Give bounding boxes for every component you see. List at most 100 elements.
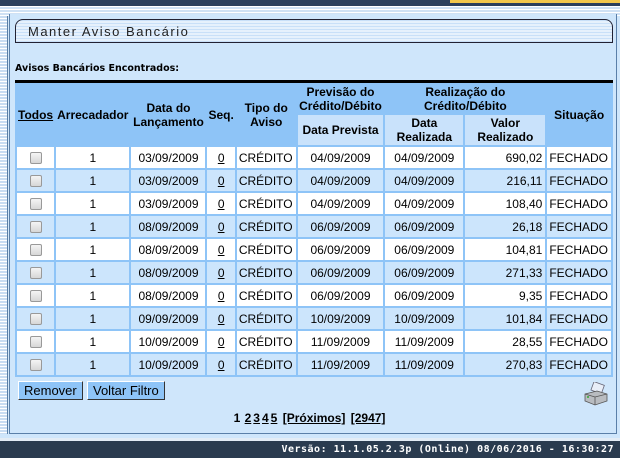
select-cell[interactable]	[17, 239, 55, 260]
seq-cell[interactable]: 0	[207, 354, 235, 375]
arrecadador-cell: 1	[56, 262, 130, 283]
seq-link[interactable]: 0	[217, 357, 225, 372]
row-checkbox[interactable]	[29, 175, 42, 188]
select-cell[interactable]	[17, 285, 55, 306]
row-checkbox[interactable]	[29, 313, 42, 326]
version-text: Versão: 11.1.05.2.3p (Online) 08/06/2016…	[281, 444, 614, 455]
page-link[interactable]: 5	[270, 411, 278, 425]
data-realizada-cell: 06/09/2009	[385, 285, 464, 306]
data-prevista-cell: 11/09/2009	[297, 354, 384, 375]
seq-cell[interactable]: 0	[207, 331, 235, 352]
row-checkbox[interactable]	[29, 336, 42, 349]
situacao-cell: FECHADO	[547, 354, 611, 375]
tipo-cell: CRÉDITO	[236, 239, 296, 260]
data-lancamento-cell: 10/09/2009	[131, 331, 206, 352]
situacao-cell: FECHADO	[547, 239, 611, 260]
data-lancamento-cell: 03/09/2009	[131, 193, 206, 214]
seq-link[interactable]: 0	[217, 311, 225, 326]
valor-cell: 101,84	[465, 308, 546, 329]
arrecadador-cell: 1	[56, 147, 130, 168]
seq-cell[interactable]: 0	[207, 262, 235, 283]
data-realizada-cell: 11/09/2009	[385, 331, 464, 352]
page-link[interactable]: 2	[244, 411, 252, 425]
table-row: 1 08/09/2009 0 CRÉDITO 06/09/2009 06/09/2009 2…	[17, 262, 611, 283]
tipo-cell: CRÉDITO	[236, 193, 296, 214]
seq-cell[interactable]: 0	[207, 170, 235, 191]
row-checkbox[interactable]	[29, 152, 42, 165]
seq-link[interactable]: 0	[217, 173, 225, 188]
table-row: 1 10/09/2009 0 CRÉDITO 11/09/2009 11/09/2009 2…	[17, 331, 611, 352]
table-row: 1 03/09/2009 0 CRÉDITO 04/09/2009 04/09/2009 6…	[17, 147, 611, 168]
situacao-cell: FECHADO	[547, 193, 611, 214]
row-checkbox[interactable]	[29, 267, 42, 280]
valor-cell: 28,55	[465, 331, 546, 352]
select-cell[interactable]	[17, 147, 55, 168]
header-previsao: Previsão do Crédito/Débito	[297, 85, 384, 113]
data-lancamento-cell: 08/09/2009	[131, 216, 206, 237]
row-checkbox[interactable]	[29, 198, 42, 211]
row-checkbox[interactable]	[29, 359, 42, 372]
row-checkbox[interactable]	[29, 221, 42, 234]
row-checkbox[interactable]	[29, 290, 42, 303]
data-lancamento-cell: 08/09/2009	[131, 285, 206, 306]
current-page: 1	[233, 411, 241, 425]
seq-link[interactable]: 0	[217, 242, 225, 257]
next-pages-link[interactable]: [Próximos]	[282, 411, 346, 425]
seq-link[interactable]: 0	[217, 334, 225, 349]
arrecadador-cell: 1	[56, 216, 130, 237]
data-prevista-cell: 06/09/2009	[297, 285, 384, 306]
header-valor-realizado: Valor Realizado	[465, 115, 546, 145]
data-prevista-cell: 06/09/2009	[297, 239, 384, 260]
valor-cell: 216,11	[465, 170, 546, 191]
select-cell[interactable]	[17, 354, 55, 375]
page-link[interactable]: 4	[261, 411, 269, 425]
valor-cell: 271,33	[465, 262, 546, 283]
seq-link[interactable]: 0	[217, 288, 225, 303]
header-todos[interactable]: Todos	[17, 85, 55, 145]
arrecadador-cell: 1	[56, 170, 130, 191]
tipo-cell: CRÉDITO	[236, 308, 296, 329]
seq-cell[interactable]: 0	[207, 308, 235, 329]
select-cell[interactable]	[17, 262, 55, 283]
select-all-link[interactable]: Todos	[18, 108, 54, 122]
arrecadador-cell: 1	[56, 193, 130, 214]
seq-link[interactable]: 0	[217, 219, 225, 234]
seq-link[interactable]: 0	[217, 265, 225, 280]
printer-icon[interactable]	[583, 382, 609, 406]
situacao-cell: FECHADO	[547, 308, 611, 329]
situacao-cell: FECHADO	[547, 285, 611, 306]
seq-cell[interactable]: 0	[207, 147, 235, 168]
seq-cell[interactable]: 0	[207, 239, 235, 260]
select-cell[interactable]	[17, 170, 55, 191]
seq-cell[interactable]: 0	[207, 216, 235, 237]
data-realizada-cell: 06/09/2009	[385, 216, 464, 237]
last-page-link[interactable]: [2947]	[350, 411, 386, 425]
voltar-filtro-button[interactable]: Voltar Filtro	[87, 381, 165, 400]
header-data-prevista: Data Prevista	[297, 115, 384, 145]
select-cell[interactable]	[17, 216, 55, 237]
valor-cell: 108,40	[465, 193, 546, 214]
page-title-box: Manter Aviso Bancário	[15, 19, 613, 43]
select-cell[interactable]	[17, 308, 55, 329]
seq-cell[interactable]: 0	[207, 285, 235, 306]
arrecadador-cell: 1	[56, 285, 130, 306]
data-lancamento-cell: 08/09/2009	[131, 239, 206, 260]
section-label: Avisos Bancários Encontrados:	[15, 63, 180, 74]
tipo-cell: CRÉDITO	[236, 262, 296, 283]
data-realizada-cell: 06/09/2009	[385, 262, 464, 283]
row-checkbox[interactable]	[29, 244, 42, 257]
header-stripes	[0, 6, 620, 16]
seq-cell[interactable]: 0	[207, 193, 235, 214]
select-cell[interactable]	[17, 193, 55, 214]
tipo-cell: CRÉDITO	[236, 216, 296, 237]
seq-link[interactable]: 0	[217, 196, 225, 211]
data-realizada-cell: 06/09/2009	[385, 239, 464, 260]
remover-button[interactable]: Remover	[18, 381, 83, 400]
seq-link[interactable]: 0	[217, 150, 225, 165]
data-realizada-cell: 04/09/2009	[385, 170, 464, 191]
table-row: 1 03/09/2009 0 CRÉDITO 04/09/2009 04/09/2009 2…	[17, 170, 611, 191]
tipo-cell: CRÉDITO	[236, 170, 296, 191]
data-lancamento-cell: 03/09/2009	[131, 170, 206, 191]
page-link[interactable]: 3	[253, 411, 260, 425]
select-cell[interactable]	[17, 331, 55, 352]
